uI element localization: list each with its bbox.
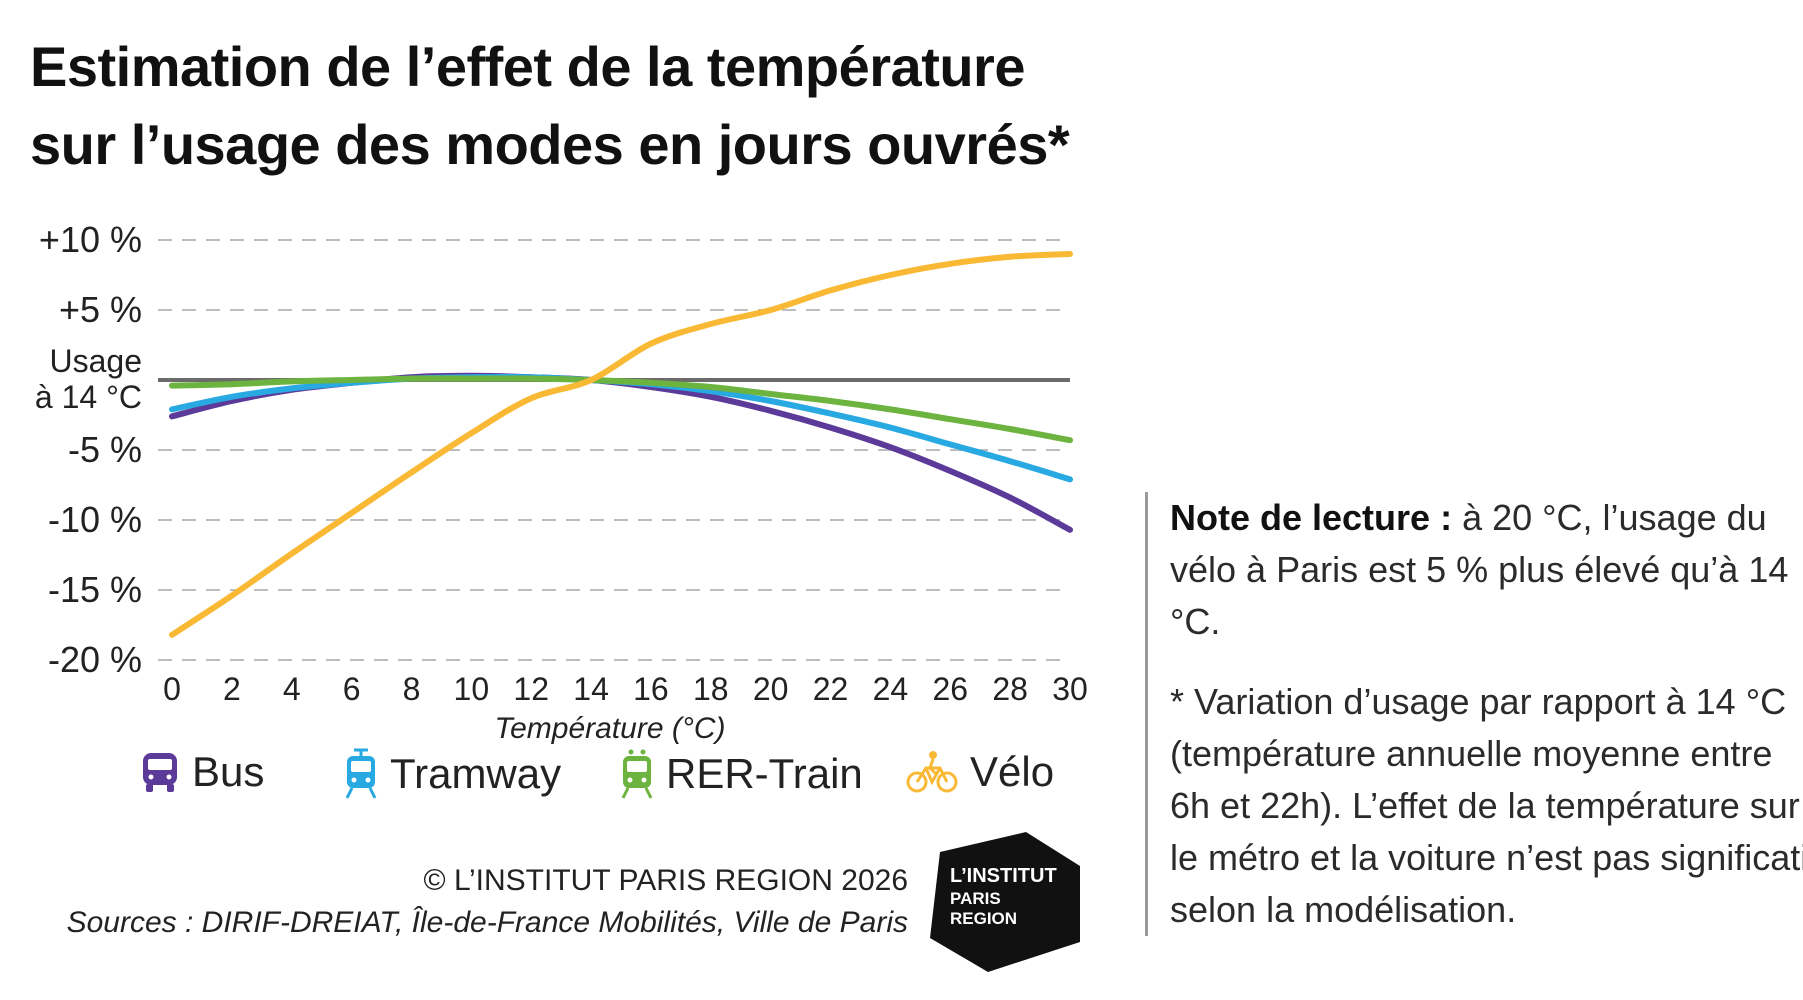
y-axis-tick-labels: +10 % +5 % Usage à 14 °C -5 % -10 % -15 % -20 % xyxy=(35,219,142,680)
reading-note-paragraph: Note de lecture : à 20 °C, l’usage du vé… xyxy=(1170,492,1803,648)
reading-note-heading: Note de lecture : xyxy=(1170,497,1453,538)
x-tick-label: 14 xyxy=(573,671,609,707)
legend-label-velo: Vélo xyxy=(970,748,1055,795)
x-tick-label: 24 xyxy=(873,671,909,707)
grid-lines xyxy=(158,239,1070,661)
chart-title: Estimation de l’effet de la température … xyxy=(30,28,1130,184)
series-line-velo xyxy=(169,251,1073,638)
series-line-bus xyxy=(169,372,1073,533)
legend-item-velo: Vélo xyxy=(906,748,1054,796)
bus-icon xyxy=(143,753,177,792)
x-tick-label: 2 xyxy=(223,671,241,707)
series-line-rer-train xyxy=(169,375,1073,444)
x-tick-label: 10 xyxy=(454,671,490,707)
legend-item-rer-train: RER-Train xyxy=(620,748,863,800)
chart-title-line-1: Estimation de l’effet de la température xyxy=(30,35,1025,98)
credits: © L’INSTITUT PARIS REGION 2026 Sources :… xyxy=(67,860,908,944)
y-tick-label: -10 % xyxy=(48,499,142,540)
line-chart: +10 % +5 % Usage à 14 °C -5 % -10 % -15 % -20 %… xyxy=(35,219,1088,745)
series-lines xyxy=(169,251,1073,638)
x-tick-label: 30 xyxy=(1052,671,1088,707)
legend-label-rer-train: RER-Train xyxy=(666,750,863,797)
chart-title-line-2: sur l’usage des modes en jours ouvrés* xyxy=(30,113,1070,176)
x-tick-label: 6 xyxy=(343,671,361,707)
x-tick-label: 8 xyxy=(403,671,421,707)
y-tick-label: -5 % xyxy=(68,429,142,470)
bicycle-icon xyxy=(906,751,958,793)
x-tick-label: 4 xyxy=(283,671,301,707)
y-tick-label: -15 % xyxy=(48,569,142,610)
x-tick-label: 20 xyxy=(753,671,789,707)
x-tick-label: 18 xyxy=(693,671,729,707)
legend-item-bus: Bus xyxy=(140,748,264,796)
logo-line-2: PARIS xyxy=(950,889,1001,908)
sources-text: Sources : DIRIF-DREIAT, Île-de-France Mo… xyxy=(66,906,908,939)
x-tick-label: 28 xyxy=(992,671,1028,707)
institut-paris-region-logo: L’INSTITUT PARIS REGION xyxy=(930,832,1080,972)
x-tick-label: 16 xyxy=(633,671,669,707)
tram-icon xyxy=(345,748,377,799)
reading-note: Note de lecture : à 20 °C, l’usage du vé… xyxy=(1145,492,1803,936)
train-icon xyxy=(621,749,653,799)
x-tick-label: 22 xyxy=(813,671,849,707)
legend-label-tramway: Tramway xyxy=(390,750,562,797)
y-tick-label: -20 % xyxy=(48,639,142,680)
logo-line-3: REGION xyxy=(950,909,1017,928)
legend-label-bus: Bus xyxy=(192,748,265,795)
x-tick-label: 12 xyxy=(513,671,549,707)
y-tick-label: Usage à 14 °C xyxy=(35,343,142,415)
x-tick-label: 0 xyxy=(163,671,181,707)
x-tick-label: 26 xyxy=(932,671,968,707)
reading-note-text: à 20 °C, l’usage du vélo à Paris est 5 %… xyxy=(1170,497,1789,642)
logo-line-1: L’INSTITUT xyxy=(950,865,1057,887)
x-axis-tick-labels: 0 2 4 6 8 10 12 14 16 18 20 22 24 26 28 30 xyxy=(163,671,1088,707)
y-tick-label: +5 % xyxy=(59,289,142,330)
x-axis-title: Température (°C) xyxy=(495,712,726,745)
y-tick-label: +10 % xyxy=(39,219,142,260)
legend-item-tramway: Tramway xyxy=(344,748,561,800)
copyright-text: © L’INSTITUT PARIS REGION 2026 xyxy=(423,864,908,897)
footnote-text: * Variation d’usage par rapport à 14 °C … xyxy=(1170,681,1803,930)
